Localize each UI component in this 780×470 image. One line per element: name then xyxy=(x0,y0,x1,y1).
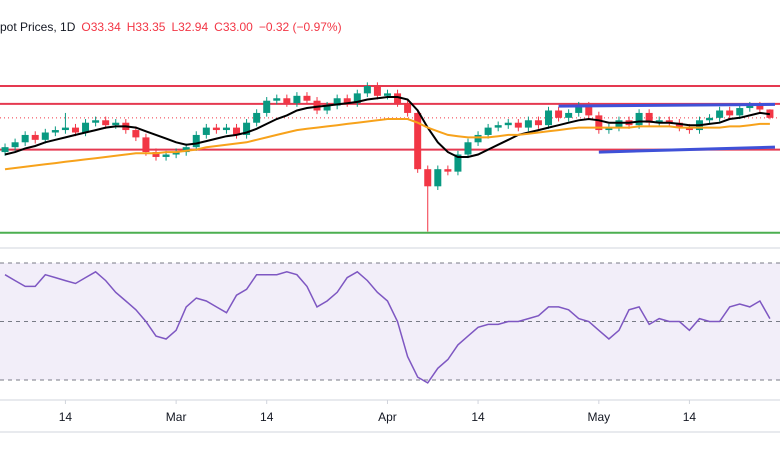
trendline xyxy=(558,102,775,108)
candle-body xyxy=(212,127,220,131)
candle-body xyxy=(283,98,291,104)
candle-body xyxy=(343,98,351,104)
candle-body xyxy=(444,169,452,172)
candle-body xyxy=(454,154,462,172)
candle-body xyxy=(716,110,724,118)
x-tick-label: May xyxy=(588,410,611,424)
candle-body xyxy=(233,127,241,135)
candle-body xyxy=(404,103,412,113)
candle-body xyxy=(313,100,321,111)
candle-body xyxy=(615,120,623,128)
candle-body xyxy=(61,127,69,131)
candle-body xyxy=(102,120,110,126)
candle-body xyxy=(474,134,482,143)
candle-body xyxy=(534,120,542,126)
rsi-band xyxy=(0,263,780,380)
candle-body xyxy=(132,130,140,138)
candle-body xyxy=(665,120,673,123)
candle-body xyxy=(373,86,381,96)
candle-body xyxy=(112,122,120,126)
candle-body xyxy=(11,142,19,148)
moving-average xyxy=(4,96,771,158)
candle-body xyxy=(142,137,150,153)
trendline xyxy=(598,145,776,154)
candle-body xyxy=(565,112,573,118)
x-tick-label: 14 xyxy=(260,410,274,424)
candle-body xyxy=(323,105,331,111)
header: pot Prices, 1D O33.34 H33.35 L32.94 C33.00 −0… xyxy=(0,20,342,34)
candle-body xyxy=(685,127,693,131)
candle-body xyxy=(293,95,301,104)
candle-body xyxy=(484,127,492,135)
candle-body xyxy=(595,115,603,131)
candle-body xyxy=(504,122,512,126)
moving-average xyxy=(4,118,770,171)
candle-body xyxy=(605,127,613,131)
header-value: −0.32 (−0.97%) xyxy=(259,20,342,34)
candle-body xyxy=(383,93,391,96)
rsi-line xyxy=(4,270,771,384)
candle-body xyxy=(726,110,734,116)
candle-body xyxy=(21,134,29,143)
candle-body xyxy=(514,122,522,128)
candle-body xyxy=(434,169,442,187)
candle-body xyxy=(494,125,502,128)
candle-body xyxy=(51,130,59,133)
candle-body xyxy=(756,105,764,110)
candle-body xyxy=(172,152,180,155)
candle-body xyxy=(222,127,230,131)
candle-body xyxy=(524,120,532,128)
x-tick-label: 14 xyxy=(59,410,73,424)
candle-body xyxy=(152,152,160,157)
candle-body xyxy=(353,93,361,104)
header-value: O33.34 xyxy=(81,20,121,34)
x-tick-label: Mar xyxy=(166,410,187,424)
candle-body xyxy=(202,127,210,135)
candle-body xyxy=(253,112,261,123)
candle-body xyxy=(555,110,563,118)
candle-body xyxy=(192,134,200,148)
chart-title: pot Prices, 1D xyxy=(0,20,76,34)
candle-body xyxy=(71,127,79,133)
candle-body xyxy=(635,112,643,126)
candle-body xyxy=(303,95,311,101)
candle-body xyxy=(394,93,402,104)
candle-body xyxy=(182,147,190,153)
candle-body xyxy=(464,142,472,155)
header-value: H33.35 xyxy=(127,20,166,34)
candle-body xyxy=(162,154,170,157)
candle-body xyxy=(746,105,754,109)
candle-body xyxy=(82,122,90,133)
x-tick-label: Apr xyxy=(378,410,397,424)
candle-body xyxy=(263,100,271,113)
candle-body xyxy=(706,117,714,121)
x-tick-label: 14 xyxy=(683,410,697,424)
candle-body xyxy=(655,120,663,123)
candle-body xyxy=(424,169,432,187)
candle-body xyxy=(645,112,653,123)
candle-body xyxy=(575,105,583,113)
header-value: C33.00 xyxy=(214,20,253,34)
candle-body xyxy=(333,98,341,106)
candle-body xyxy=(675,122,683,128)
candle-body xyxy=(585,105,593,116)
candle-body xyxy=(736,108,744,116)
x-tick-label: 14 xyxy=(471,410,485,424)
header-value: L32.94 xyxy=(171,20,208,34)
candle-body xyxy=(31,134,39,140)
candle-body xyxy=(273,98,281,101)
candle-body xyxy=(243,122,251,135)
candle-body xyxy=(92,120,100,123)
candle-body xyxy=(545,110,553,126)
candle-body xyxy=(1,147,9,153)
candle-body xyxy=(414,112,422,170)
candle-body xyxy=(363,86,371,94)
candle-body xyxy=(41,132,49,140)
